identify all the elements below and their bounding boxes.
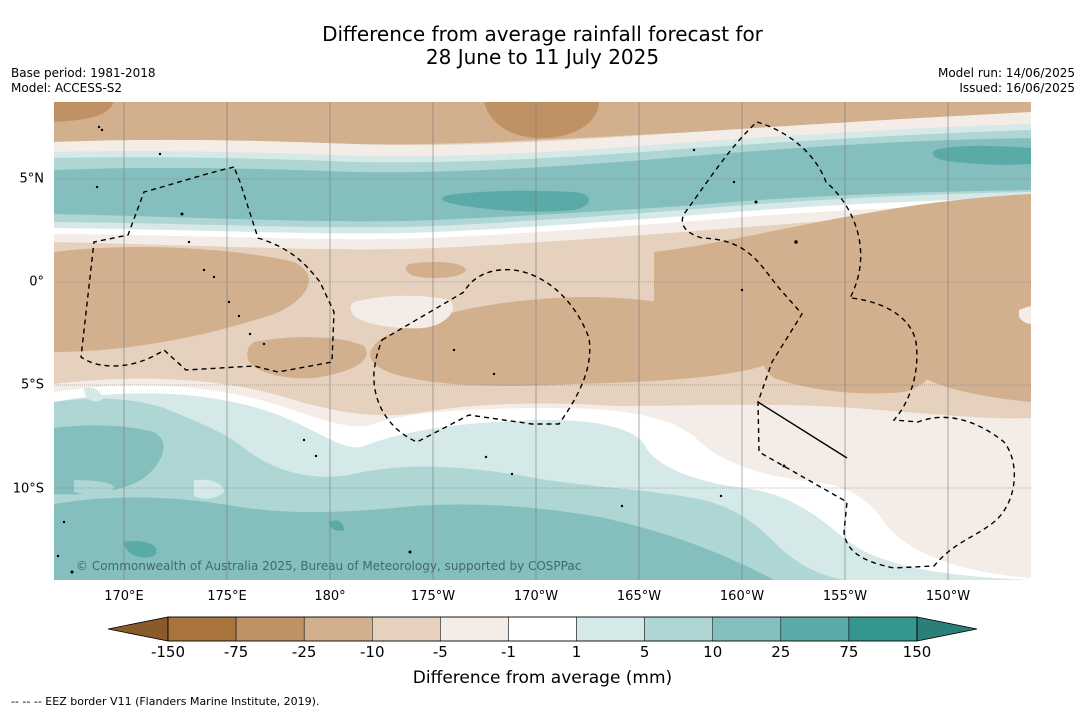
- colorbar-segment: [235, 616, 305, 642]
- colorbar-segment: [848, 616, 918, 642]
- colorbar-extend-high: [916, 616, 978, 642]
- model-name: Model: ACCESS-S2: [11, 81, 123, 95]
- colorbar-segment: [167, 616, 237, 642]
- colorbar-tick-label: -75: [223, 643, 249, 661]
- colorbar-tick-label: 5: [639, 643, 650, 661]
- lon-label-170e: 170°E: [104, 589, 144, 604]
- colorbar-tick-label: -5: [432, 643, 448, 661]
- colorbar-segment: [440, 616, 509, 642]
- colorbar-segment: [644, 616, 713, 642]
- eez-border-legend: -- -- -- EEZ border V11 (Flanders Marine…: [11, 695, 320, 708]
- colorbar-segment: [303, 616, 373, 642]
- colorbar-tick-label: 75: [839, 643, 859, 661]
- colorbar-tick-label: -150: [150, 643, 186, 661]
- colorbar-extend-low: [107, 616, 169, 642]
- lon-label-180: 180°: [314, 589, 346, 604]
- colorbar-segment: [780, 616, 850, 642]
- copyright-text: © Commonwealth of Australia 2025, Bureau…: [76, 559, 582, 573]
- lat-label-0: 0°: [29, 274, 44, 290]
- colorbar-tick-label: 25: [771, 643, 791, 661]
- lon-label-170w: 170°W: [513, 589, 559, 604]
- colorbar-segment: [712, 616, 782, 642]
- colorbar-segment: [372, 616, 441, 642]
- colorbar-tick-label: -25: [291, 643, 317, 661]
- lon-label-150w: 150°W: [925, 589, 971, 604]
- base-period: Base period: 1981-2018: [11, 66, 156, 80]
- colorbar-tick-label: 10: [703, 643, 723, 661]
- colorbar-tick-label: 150: [902, 643, 932, 661]
- lon-label-160w: 160°W: [719, 589, 765, 604]
- lon-label-155w: 155°W: [822, 589, 868, 604]
- colorbar-tick-label: 1: [571, 643, 582, 661]
- lat-label-10s: 10°S: [12, 481, 44, 497]
- issued-date: Issued: 16/06/2025: [959, 81, 1075, 95]
- colorbar-tick-label: -10: [360, 643, 385, 661]
- title-line-1: Difference from average rainfall forecas…: [322, 22, 763, 46]
- colorbar: [107, 616, 978, 642]
- colorbar-tick-label: -1: [500, 643, 516, 661]
- model-run: Model run: 14/06/2025: [937, 66, 1075, 80]
- colorbar-segment: [508, 616, 577, 642]
- title-line-2: 28 June to 11 July 2025: [425, 45, 660, 69]
- lon-label-175w: 175°W: [410, 589, 456, 604]
- colorbar-title: Difference from average (mm): [412, 668, 673, 688]
- lon-label-175e: 175°E: [207, 589, 247, 604]
- lon-label-165w: 165°W: [616, 589, 662, 604]
- lat-label-5s: 5°S: [20, 377, 44, 393]
- rainfall-map: [54, 102, 1031, 580]
- colorbar-segment: [576, 616, 645, 642]
- lat-label-5n: 5°N: [19, 171, 45, 187]
